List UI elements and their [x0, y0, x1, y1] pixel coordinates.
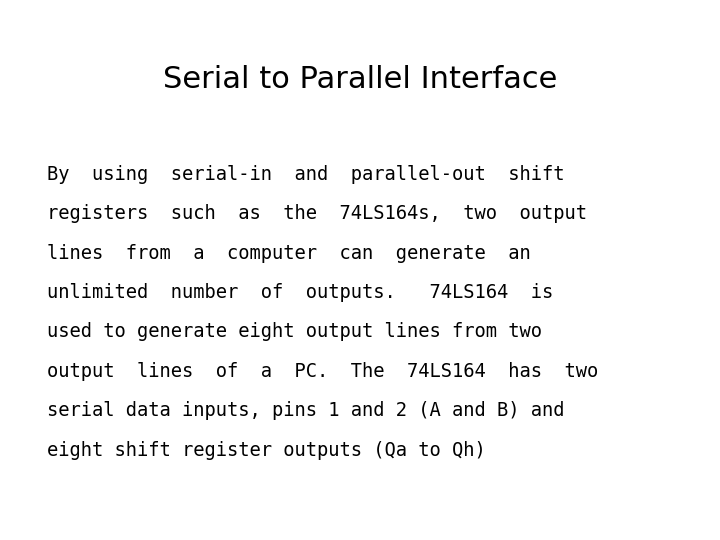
Text: output  lines  of  a  PC.  The  74LS164  has  two: output lines of a PC. The 74LS164 has tw… — [47, 362, 598, 381]
Text: lines  from  a  computer  can  generate  an: lines from a computer can generate an — [47, 244, 531, 262]
Text: serial data inputs, pins 1 and 2 (A and B) and: serial data inputs, pins 1 and 2 (A and … — [47, 401, 564, 420]
Text: By  using  serial-in  and  parallel-out  shift: By using serial-in and parallel-out shif… — [47, 165, 564, 184]
Text: eight shift register outputs (Qa to Qh): eight shift register outputs (Qa to Qh) — [47, 441, 485, 460]
Text: Serial to Parallel Interface: Serial to Parallel Interface — [163, 65, 557, 94]
Text: unlimited  number  of  outputs.   74LS164  is: unlimited number of outputs. 74LS164 is — [47, 283, 553, 302]
Text: used to generate eight output lines from two: used to generate eight output lines from… — [47, 322, 541, 341]
Text: registers  such  as  the  74LS164s,  two  output: registers such as the 74LS164s, two outp… — [47, 204, 587, 223]
